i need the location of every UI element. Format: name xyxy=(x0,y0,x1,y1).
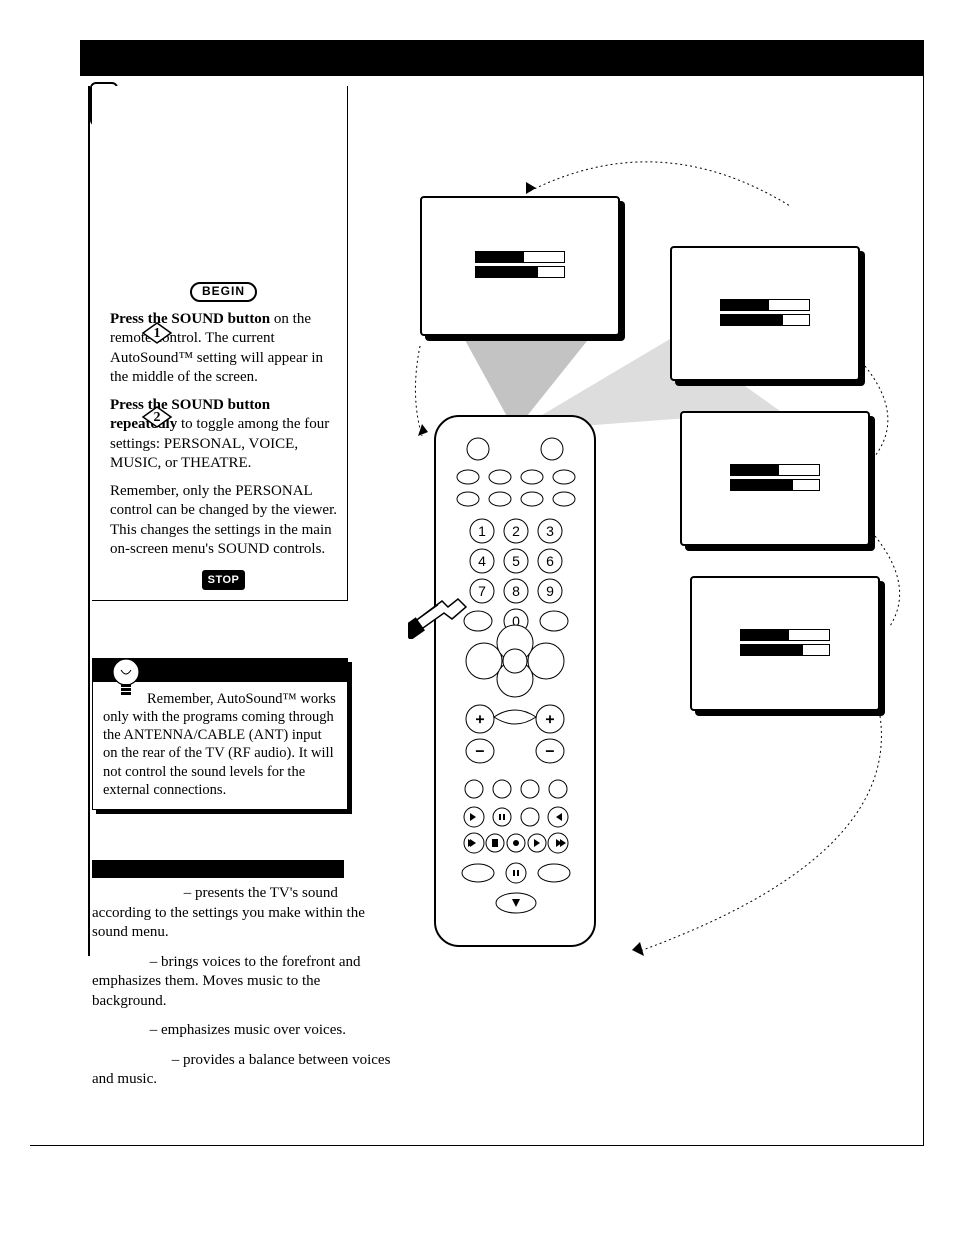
setting-theatre: – provides a balance between voices and … xyxy=(92,1051,392,1090)
instruction-box: BEGIN 1 Press the SOUND button on the re… xyxy=(92,86,348,601)
step-marker-2: 2 xyxy=(142,406,172,431)
step-3-text: Remember, only the PERSONAL control can … xyxy=(110,482,337,560)
svg-text:1: 1 xyxy=(154,326,161,341)
tv-screen-1 xyxy=(420,196,620,336)
diagram-area: 1 2 3 4 5 6 7 8 9 0 xyxy=(360,136,920,1006)
setting-voice: – brings voices to the forefront and emp… xyxy=(92,953,392,1012)
begin-label: BEGIN xyxy=(190,282,257,302)
settings-block: – presents the TV's sound according to t… xyxy=(92,860,392,1100)
svg-text:5: 5 xyxy=(512,553,520,569)
svg-text:1: 1 xyxy=(478,523,486,539)
tv-screen-3 xyxy=(680,411,870,546)
setting-music: – emphasizes music over voices. xyxy=(92,1021,392,1041)
pointing-hand-icon xyxy=(408,579,488,639)
step-marker-1: 1 xyxy=(142,322,172,347)
svg-text:+: + xyxy=(476,712,484,728)
svg-text:3: 3 xyxy=(546,523,554,539)
header-bar xyxy=(80,40,924,76)
tv-screen-4 xyxy=(690,576,880,711)
page-body: BEGIN 1 Press the SOUND button on the re… xyxy=(30,76,924,1146)
stop-label: STOP xyxy=(202,570,246,590)
svg-text:8: 8 xyxy=(512,583,520,599)
setting-personal: – presents the TV's sound according to t… xyxy=(92,884,392,943)
svg-text:2: 2 xyxy=(512,523,520,539)
svg-text:4: 4 xyxy=(478,553,486,569)
svg-text:+: + xyxy=(546,712,554,728)
smart-help-text: Remember, AutoSound™ works only with the… xyxy=(103,691,336,798)
svg-text:−: − xyxy=(476,744,484,760)
tv-screen-2 xyxy=(670,246,860,381)
remote-control: 1 2 3 4 5 6 7 8 9 0 xyxy=(430,411,600,951)
settings-header xyxy=(92,860,344,878)
column-rule xyxy=(88,86,90,956)
lightbulb-icon xyxy=(106,644,146,707)
svg-text:9: 9 xyxy=(546,583,554,599)
svg-text:6: 6 xyxy=(546,553,554,569)
svg-text:2: 2 xyxy=(154,410,161,425)
svg-text:−: − xyxy=(546,744,554,760)
